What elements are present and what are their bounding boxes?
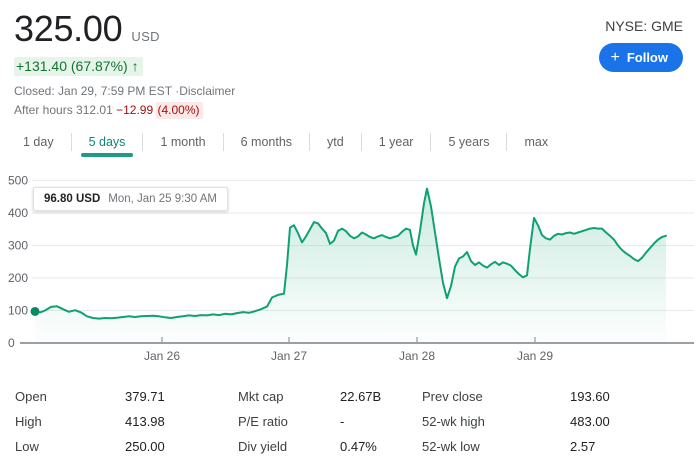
stat-label: High xyxy=(15,414,42,429)
stat-value: 193.60 xyxy=(570,389,610,404)
chart-area-fill xyxy=(35,188,666,342)
tab-1-day[interactable]: 1 day xyxy=(23,135,54,149)
price-line xyxy=(34,187,667,320)
up-arrow-icon: ↑ xyxy=(131,58,139,74)
stats-column: Mkt cap 22.67B P/E ratio - Div yield 0.47% xyxy=(238,384,381,459)
after-hours-change: −12.99 xyxy=(116,103,154,117)
currency-label: USD xyxy=(131,29,160,44)
y-axis-label: 100 xyxy=(8,304,28,318)
stat-value: 0.47% xyxy=(340,439,377,454)
stat-value: 483.00 xyxy=(570,414,610,429)
stat-value: - xyxy=(340,414,345,429)
tab-divider xyxy=(142,133,144,151)
y-axis-label: 0 xyxy=(8,336,15,350)
stat-label: Prev close xyxy=(422,389,483,404)
exchange-ticker: NYSE: GME xyxy=(605,18,683,34)
tab-1-month[interactable]: 1 month xyxy=(160,135,206,149)
stat-value: 250.00 xyxy=(125,439,165,454)
tab-divider xyxy=(506,133,508,151)
tab-divider xyxy=(309,133,311,151)
after-hours-price: 312.01 xyxy=(76,103,113,117)
stats-column: Open 379.71 High 413.98 Low 250.00 xyxy=(15,384,165,459)
after-hours-percent: (4.00%) xyxy=(156,102,203,119)
price-change-badge: +131.40 (67.87%) ↑ xyxy=(14,57,143,76)
stat-row: Low 250.00 xyxy=(15,434,165,459)
tab-6-months[interactable]: 6 months xyxy=(240,135,293,149)
stat-row: P/E ratio - xyxy=(238,409,381,434)
x-axis-label: Jan 28 xyxy=(399,349,435,363)
price-change-value: +131.40 (67.87%) xyxy=(16,58,128,74)
stat-label: 52-wk low xyxy=(422,439,480,454)
stat-label: Open xyxy=(15,389,47,404)
stat-value: 413.98 xyxy=(125,414,165,429)
stat-label: Div yield xyxy=(238,439,288,454)
y-axis-label: 300 xyxy=(8,239,28,253)
tab-divider xyxy=(360,133,362,151)
time-range-tabs: 1 day 5 days 1 month 6 months ytd 1 year 5 yea… xyxy=(6,128,565,157)
price-chart[interactable]: 0 100 200 300 400 500 Jan 26 Jan 27 Jan 28 Jan 29… xyxy=(0,170,699,376)
plus-icon: + xyxy=(610,48,620,66)
stat-row: 52-wk low 2.57 xyxy=(422,434,610,459)
stat-row: Mkt cap 22.67B xyxy=(238,384,381,409)
change-row: +131.40 (67.87%) ↑ xyxy=(14,57,143,76)
x-axis-label: Jan 29 xyxy=(517,349,553,363)
follow-button[interactable]: + Follow xyxy=(599,43,683,72)
tooltip-price: 96.80 USD xyxy=(44,193,101,205)
tab-ytd[interactable]: ytd xyxy=(327,135,344,149)
stats-column: Prev close 193.60 52-wk high 483.00 52-wk lo… xyxy=(422,384,610,459)
stat-label: Mkt cap xyxy=(238,389,284,404)
tab-divider xyxy=(222,133,224,151)
stat-row: Open 379.71 xyxy=(15,384,165,409)
stat-value: 2.57 xyxy=(570,439,596,454)
tab-1-year[interactable]: 1 year xyxy=(378,135,414,149)
stat-row: High 413.98 xyxy=(15,409,165,434)
follow-button-label: Follow xyxy=(626,50,668,65)
market-status-row: Closed: Jan 29, 7:59 PM EST ·Disclaimer xyxy=(14,84,235,98)
market-status-text: Closed: Jan 29, 7:59 PM EST · xyxy=(14,84,180,98)
tab-5-days[interactable]: 5 days xyxy=(72,128,143,157)
y-axis-label: 400 xyxy=(8,206,28,220)
y-axis-label: 200 xyxy=(8,271,28,285)
stat-value: 22.67B xyxy=(340,389,382,404)
tab-max[interactable]: max xyxy=(524,135,549,149)
price-block: 325.00 USD xyxy=(14,8,160,50)
stat-row: Prev close 193.60 xyxy=(422,384,610,409)
stat-label: Low xyxy=(15,439,39,454)
selected-point-marker xyxy=(30,306,40,316)
disclaimer-link[interactable]: Disclaimer xyxy=(179,84,236,98)
tooltip-time: Mon, Jan 25 9:30 AM xyxy=(108,193,217,205)
tab-5-years[interactable]: 5 years xyxy=(448,135,490,149)
x-axis-label: Jan 26 xyxy=(144,349,180,363)
y-axis-label: 500 xyxy=(8,174,28,188)
stat-label: 52-wk high xyxy=(422,414,485,429)
chart-canvas: 0 100 200 300 400 500 Jan 26 Jan 27 Jan 28 Jan 29 xyxy=(8,174,694,363)
chart-tooltip: 96.80 USD Mon, Jan 25 9:30 AM xyxy=(33,187,228,211)
tab-divider xyxy=(70,133,72,151)
tab-divider xyxy=(430,133,432,151)
current-price: 325.00 xyxy=(14,8,123,49)
after-hours-row: After hours 312.01 −12.99 (4.00%) xyxy=(14,102,203,119)
stat-row: Div yield 0.47% xyxy=(238,434,381,459)
stat-row: 52-wk high 483.00 xyxy=(422,409,610,434)
stat-label: P/E ratio xyxy=(238,414,288,429)
x-axis-label: Jan 27 xyxy=(271,349,307,363)
after-hours-label: After hours xyxy=(14,103,73,117)
stat-value: 379.71 xyxy=(125,389,165,404)
